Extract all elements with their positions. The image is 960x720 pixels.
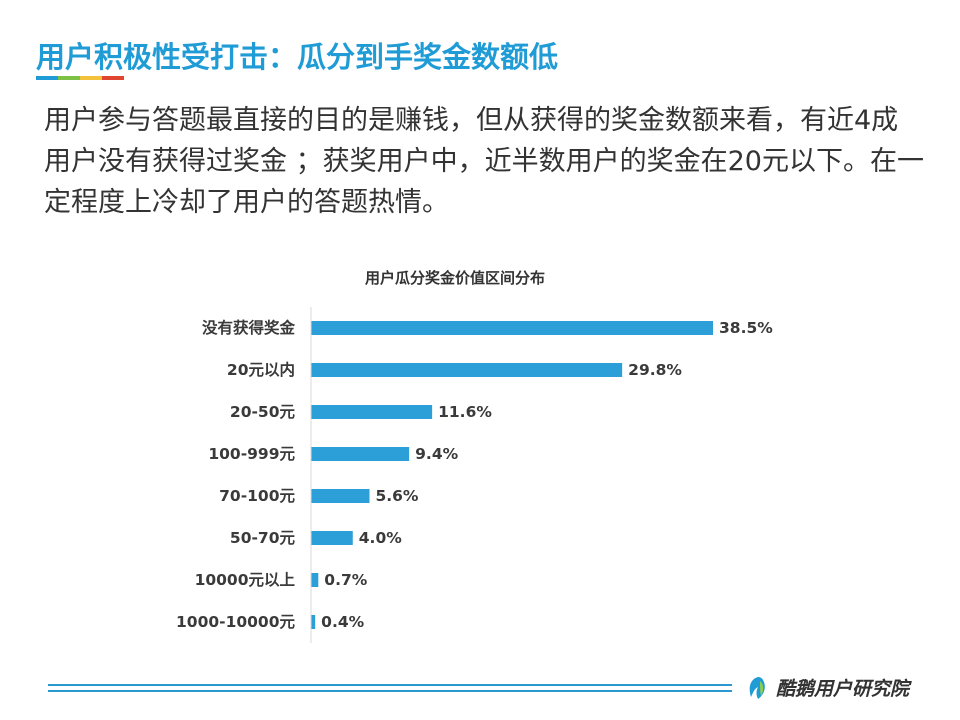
bar — [311, 531, 353, 545]
value-label: 0.4% — [321, 613, 364, 631]
value-label: 38.5% — [719, 319, 773, 337]
intro-paragraph: 用户参与答题最直接的目的是赚钱，但从获得的奖金数额来看，有近4成用户没有获得过奖… — [44, 105, 924, 218]
title-underline — [36, 76, 124, 80]
chart-title: 用户瓜分奖金价值区间分布 — [365, 269, 545, 287]
rule-segment-yellow — [80, 76, 102, 80]
value-label: 0.7% — [324, 571, 367, 589]
category-label: 70-100元 — [219, 487, 295, 505]
value-label: 9.4% — [415, 445, 458, 463]
bar — [311, 489, 370, 503]
category-label: 50-70元 — [230, 529, 296, 547]
rule-segment-red — [102, 76, 124, 80]
brand-name: 酷鹅用户研究院 — [776, 678, 910, 700]
rule-segment-green — [58, 76, 80, 80]
category-label: 10000元以上 — [195, 571, 296, 589]
bar — [311, 405, 433, 419]
bar — [311, 615, 316, 629]
slide-title: 用户积极性受打击：瓜分到手奖金数额低 — [36, 40, 559, 74]
category-label: 20-50元 — [230, 403, 296, 421]
value-label: 4.0% — [359, 529, 402, 547]
category-label: 没有获得奖金 — [202, 318, 296, 337]
footer-line-bottom — [48, 690, 732, 692]
value-label: 5.6% — [375, 487, 418, 505]
category-label: 100-999元 — [208, 445, 295, 463]
bar — [311, 447, 410, 461]
value-label: 11.6% — [438, 403, 492, 421]
rule-segment-blue — [36, 76, 58, 80]
bar — [311, 363, 623, 377]
category-label: 1000-10000元 — [176, 613, 295, 631]
penguin-logo-icon — [749, 676, 765, 699]
brand: 酷鹅用户研究院 — [746, 674, 909, 701]
bar — [311, 573, 319, 587]
value-label: 29.8% — [628, 361, 682, 379]
category-label: 20元以内 — [227, 360, 295, 379]
bar — [311, 321, 713, 335]
footer-line-top — [48, 684, 732, 686]
